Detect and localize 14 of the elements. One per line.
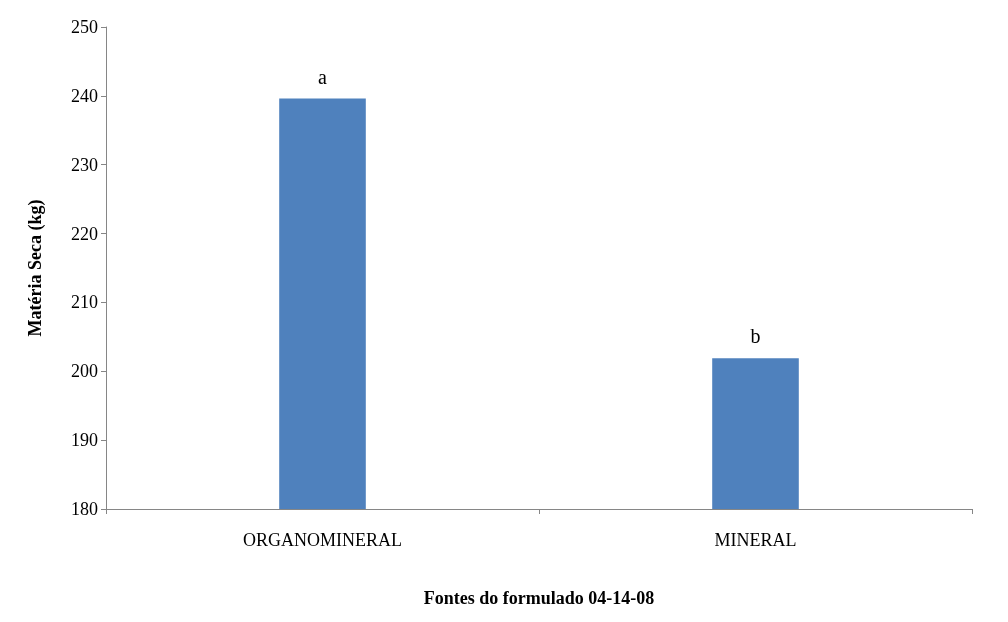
y-axis-title: Matéria Seca (kg): [25, 199, 46, 337]
y-tick-label: 180: [71, 499, 98, 519]
y-tick-label: 190: [71, 430, 98, 451]
x-axis-title: Fontes do formulado 04-14-08: [423, 588, 655, 608]
x-tick-label: MINERAL: [714, 530, 797, 550]
y-tick-label: 220: [71, 223, 98, 244]
y-tick-label: 210: [71, 292, 98, 313]
annotation: b: [750, 325, 761, 348]
y-tick-label: 200: [71, 361, 98, 382]
y-tick-label: 230: [71, 154, 98, 175]
x-tick-label: ORGANOMINERAL: [243, 530, 402, 550]
annotation: a: [318, 65, 328, 88]
y-tick-label: 250: [71, 17, 98, 37]
y-tick-label: 240: [71, 85, 98, 106]
